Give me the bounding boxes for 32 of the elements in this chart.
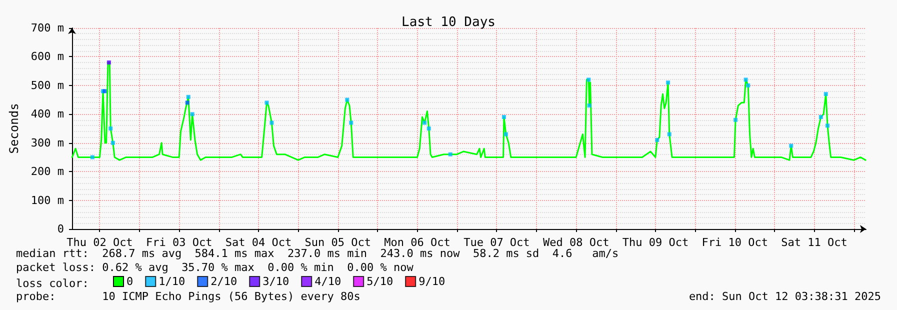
legend-label: 9/10 <box>418 275 446 288</box>
x-tick-label: Wed 08 Oct <box>542 236 610 249</box>
legend-label: 5/10 <box>366 275 394 288</box>
y-tick-label: 500 m <box>30 78 64 92</box>
y-tick-label: 0 <box>57 222 64 236</box>
legend-label: 4/10 <box>314 275 342 288</box>
x-tick-label: Thu 09 Oct <box>622 236 689 249</box>
legend-label: 3/10 <box>262 275 290 288</box>
legend-label: 0 <box>126 275 134 288</box>
y-tick-label: 700 m <box>30 22 64 34</box>
text: end: Sun Oct 12 03:38:31 2025 <box>688 290 881 303</box>
text: median rtt: 268.7 ms avg 584.1 ms max 237.0 ms min 243.0 ms now 58.2 ms sd 4.6 am/s <box>16 247 619 260</box>
text: packet loss: 0.62 % avg 35.70 % max 0.00 % min 0.00 % now <box>16 261 414 274</box>
x-tick-label: Fri 03 Oct <box>146 236 212 249</box>
y-tick-label: 400 m <box>30 108 64 121</box>
legend-label: 2/10 <box>210 275 238 288</box>
y-tick-label: 600 m <box>30 50 64 64</box>
legend-title: loss color: <box>16 277 89 290</box>
x-tick-label: Thu 02 Oct <box>66 236 133 249</box>
x-tick-label: Sun 05 Oct <box>304 236 372 249</box>
x-tick-label: Fri 10 Oct <box>702 236 768 249</box>
y-tick-label: 300 m <box>30 136 64 150</box>
legend-label: 1/10 <box>158 275 186 288</box>
x-tick-label: Tue 07 Oct <box>464 236 530 249</box>
x-tick-label: Sat 11 Oct <box>781 236 848 249</box>
x-tick-label: Sat 04 Oct <box>225 236 292 249</box>
chart-title: Last 10 Days <box>402 15 496 30</box>
y-tick-label: 100 m <box>30 194 64 207</box>
y-tick-label: 200 m <box>30 165 64 178</box>
y-axis-title: Seconds <box>7 103 21 154</box>
x-tick-label: Mon 06 Oct <box>384 236 450 249</box>
text: probe: 10 ICMP Echo Pings (56 Bytes) every 80s <box>16 290 360 303</box>
